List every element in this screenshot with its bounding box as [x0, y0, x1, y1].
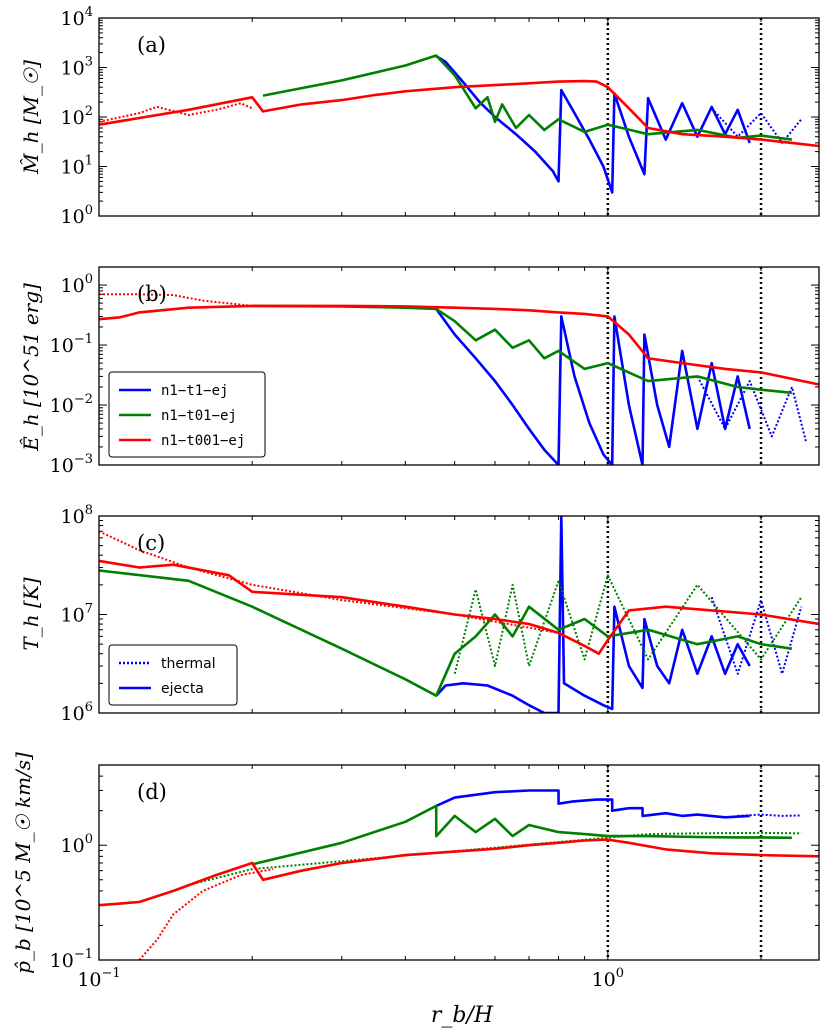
y-tick-label: 100	[61, 203, 93, 228]
series-line	[99, 838, 819, 907]
panel-d: 10−1 100 10−1 100 (d)	[50, 764, 820, 991]
series-line	[453, 574, 803, 675]
plot-frame	[98, 17, 820, 217]
legend-label: n1−t01−ej	[161, 408, 237, 424]
y-tick-label: 103	[61, 55, 93, 80]
series-group	[99, 293, 819, 465]
series-line	[99, 569, 793, 698]
legend: thermal ejecta	[108, 644, 238, 706]
series-line	[435, 789, 750, 819]
y-tick-label: 10−3	[50, 452, 93, 477]
legend-label: n1−t1−ej	[161, 383, 228, 399]
panel-label: (a)	[137, 33, 166, 57]
panel-c: 106 107 108 (c) thermal ejecta	[61, 503, 820, 725]
series-line	[252, 304, 793, 395]
x-tick-label: 10−1	[77, 966, 120, 991]
panel-a: 100 101 102 103 104 (a)	[61, 5, 820, 228]
series-line	[99, 79, 819, 148]
ylabel-d: p̂_b [10^5 M_☉ km/s]	[11, 752, 35, 974]
legend-box	[108, 371, 266, 458]
legend-box	[108, 644, 238, 706]
ylabel-c: T_h [K]	[19, 577, 43, 650]
y-tick-label: 10−1	[50, 947, 93, 972]
series-line	[251, 804, 792, 866]
panels: 100 101 102 103 104 (a) 10−3 10−2 10−1 100 (b) n1−t…	[50, 5, 820, 991]
series-line	[435, 54, 751, 194]
y-tick-label: 108	[61, 503, 93, 528]
series-line	[188, 831, 802, 886]
plot-frame	[98, 764, 820, 961]
plot-frame	[98, 515, 820, 714]
panel-label: (b)	[137, 282, 167, 306]
panel-label: (d)	[137, 780, 167, 804]
plot-frame	[98, 266, 820, 466]
ylabel-a: M̂_h [M_☉]	[19, 60, 43, 175]
series-group	[99, 789, 819, 960]
series-group	[99, 516, 819, 713]
series-line	[99, 559, 819, 656]
legend-label: n1−t001−ej	[161, 433, 245, 449]
ylabel-b: Ê_h [10^51 erg]	[19, 283, 43, 452]
series-line	[99, 293, 253, 307]
series-line	[262, 54, 793, 141]
xlabel: r_b/H	[431, 1003, 494, 1028]
series-line	[737, 813, 802, 817]
y-tick-label: 100	[61, 832, 93, 857]
series-line	[710, 107, 803, 144]
panel-b: 10−3 10−2 10−1 100 (b) n1−t1−ej n1−t01−ej n1−t0…	[50, 266, 820, 477]
y-tick-label: 107	[61, 602, 93, 627]
y-tick-label: 104	[61, 5, 93, 30]
series-line	[99, 530, 559, 634]
panel-label: (c)	[137, 531, 165, 555]
legend-label: ejecta	[161, 681, 204, 697]
x-tick-label: 100	[592, 966, 624, 991]
y-tick-label: 10−1	[50, 332, 93, 357]
series-line	[710, 596, 803, 675]
y-tick-label: 10−2	[50, 392, 93, 417]
y-tick-label: 102	[61, 104, 93, 129]
series-line	[696, 375, 807, 442]
y-tick-label: 100	[61, 272, 93, 297]
series-line	[435, 308, 751, 465]
legend-label: thermal	[161, 656, 216, 672]
series-line	[99, 102, 253, 123]
legend: n1−t1−ej n1−t01−ej n1−t001−ej	[108, 371, 266, 458]
series-line	[138, 868, 274, 960]
series-line	[435, 516, 751, 713]
series-line	[99, 304, 819, 386]
y-tick-label: 101	[61, 154, 93, 179]
series-group	[99, 54, 819, 194]
y-tick-label: 106	[61, 700, 93, 725]
